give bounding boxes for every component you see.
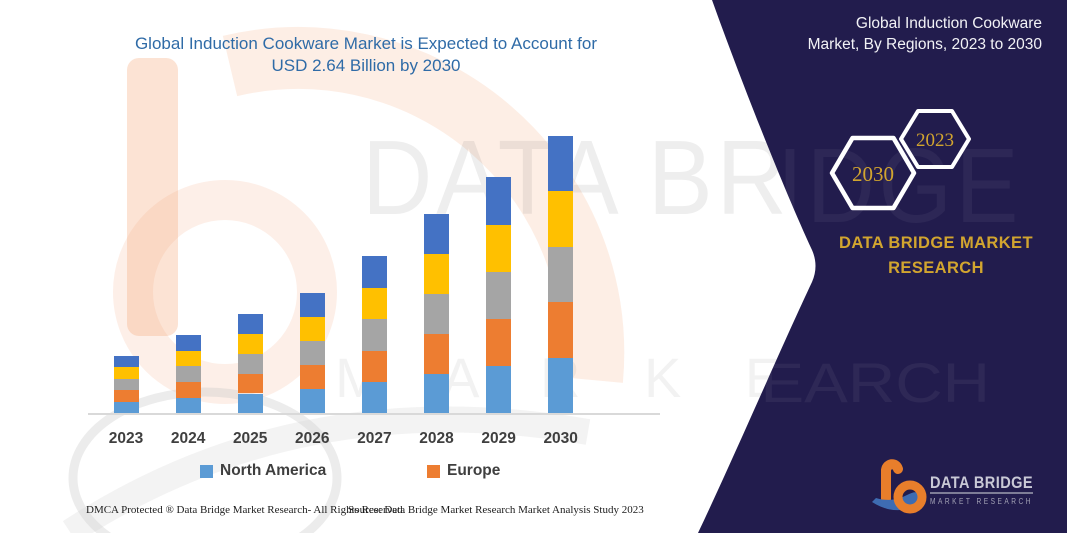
- bar-segment-unlabeled-region-yellow: [175, 350, 201, 367]
- chart-title: Global Induction Cookware Market is Expe…: [85, 33, 647, 77]
- x-axis: [88, 413, 660, 415]
- bar-segment-europe: [113, 390, 139, 402]
- panel-watermark-marketresearch: MARKET RESEARCH: [335, 351, 990, 414]
- watermark-swoosh-circle-icon: [68, 387, 342, 533]
- bar-segment-unlabeled-region-yellow: [113, 367, 139, 379]
- dbmr-logo: DATA BRIDGE MARKET RESEARCH: [872, 459, 1033, 514]
- bar-segment-europe: [424, 333, 449, 374]
- logo-subtitle: MARKET RESEARCH: [930, 497, 1033, 506]
- side-panel-background: [698, 0, 1067, 533]
- x-axis-label-2029: 2029: [481, 430, 516, 447]
- logo-name: DATA BRIDGE: [930, 473, 1033, 492]
- bar-segment-unlabeled-region-darkblue: [237, 313, 263, 334]
- bar-segment-north-america: [548, 357, 574, 414]
- brand-text-line1: DATA BRIDGE MARKET: [839, 234, 1033, 252]
- bar-segment-unlabeled-region-darkblue: [486, 177, 512, 225]
- bar-segment-unlabeled-region-gray: [486, 271, 512, 320]
- bar-segment-unlabeled-region-yellow: [361, 287, 387, 319]
- bar-segment-unlabeled-region-yellow: [548, 190, 574, 247]
- legend-label-europe: Europe: [447, 462, 501, 479]
- bar-segment-unlabeled-region-gray: [424, 293, 449, 334]
- footer-dmca-text: DMCA Protected ® Data Bridge Market Rese…: [86, 504, 406, 516]
- panel-title-line1: Global Induction Cookware: [855, 15, 1042, 32]
- bar-segment-unlabeled-region-yellow: [486, 224, 512, 272]
- hexagon-2030-icon: [829, 135, 917, 211]
- bar-segment-north-america: [237, 393, 263, 414]
- x-axis-label-2027: 2027: [357, 430, 392, 447]
- watermark-b-bowl-arc-icon: [222, 27, 625, 383]
- bar-segment-europe: [237, 373, 263, 394]
- legend-swatch-europe: [427, 464, 440, 478]
- bar-segment-unlabeled-region-darkblue: [299, 292, 325, 317]
- bar-segment-north-america: [424, 373, 449, 414]
- x-axis-label-2025: 2025: [232, 430, 268, 447]
- watermark-b-ring-icon: [113, 180, 337, 404]
- bar-segment-europe: [361, 350, 387, 382]
- x-axis-label-2028: 2028: [419, 430, 454, 447]
- bar-segment-europe: [175, 382, 201, 398]
- bar-segment-unlabeled-region-gray: [237, 353, 263, 374]
- panel-title: Global Induction Cookware Market, By Reg…: [808, 13, 1042, 55]
- bar-segment-unlabeled-region-gray: [361, 319, 387, 351]
- bar-segment-north-america: [299, 389, 325, 414]
- x-axis-label-2023: 2023: [108, 430, 144, 447]
- bar-segment-unlabeled-region-darkblue: [424, 214, 449, 254]
- footer-source-text: Source: Data Bridge Market Research Mark…: [348, 504, 644, 516]
- bar-segment-unlabeled-region-darkblue: [113, 355, 139, 368]
- x-axis-label-2024: 2024: [170, 430, 206, 447]
- hexagon-year-label-2030: 2030: [852, 162, 894, 186]
- chart-title-line2: USD 2.64 Billion by 2030: [271, 56, 461, 75]
- bar-segment-europe: [299, 365, 325, 390]
- watermark-b-stem-icon: [127, 58, 178, 336]
- bar-segment-unlabeled-region-darkblue: [361, 256, 387, 288]
- bar-segment-europe: [486, 319, 512, 367]
- bar-segment-unlabeled-region-gray: [548, 246, 574, 303]
- logo-b-bowl-icon: [893, 480, 927, 514]
- bar-segment-unlabeled-region-darkblue: [548, 136, 574, 191]
- legend-item-north-america: North America: [200, 462, 326, 480]
- legend-label-north-america: North America: [220, 462, 327, 479]
- bar-segment-unlabeled-region-yellow: [424, 253, 449, 294]
- x-axis-label-2026: 2026: [295, 430, 330, 447]
- brand-text: DATA BRIDGE MARKET RESEARCH: [836, 231, 1036, 281]
- bar-segment-north-america: [175, 397, 201, 414]
- panel-title-line2: Market, By Regions, 2023 to 2030: [807, 36, 1042, 53]
- bar-segment-north-america: [361, 382, 387, 414]
- bar-segment-unlabeled-region-yellow: [299, 316, 325, 342]
- bar-segment-europe: [548, 302, 574, 358]
- bar-segment-north-america: [113, 401, 139, 414]
- chart-title-line1: Global Induction Cookware Market is Expe…: [134, 34, 598, 53]
- bar-segment-unlabeled-region-darkblue: [175, 334, 201, 351]
- watermark-swoosh-arc-icon: [62, 406, 591, 533]
- brand-text-line2: RESEARCH: [888, 259, 984, 277]
- logo-b-stem-icon: [881, 459, 903, 507]
- bar-segment-unlabeled-region-gray: [299, 341, 325, 366]
- legend-item-europe: Europe: [427, 462, 500, 480]
- bar-segment-unlabeled-region-yellow: [237, 333, 263, 354]
- bar-segment-unlabeled-region-gray: [113, 378, 139, 391]
- bar-segment-north-america: [486, 366, 512, 414]
- hexagon-2023-icon: [899, 109, 971, 169]
- x-axis-label-2030: 2030: [543, 430, 578, 447]
- legend-swatch-north-america: [200, 464, 213, 478]
- hexagon-year-label-2023: 2023: [916, 130, 954, 151]
- bar-segment-unlabeled-region-gray: [175, 366, 201, 383]
